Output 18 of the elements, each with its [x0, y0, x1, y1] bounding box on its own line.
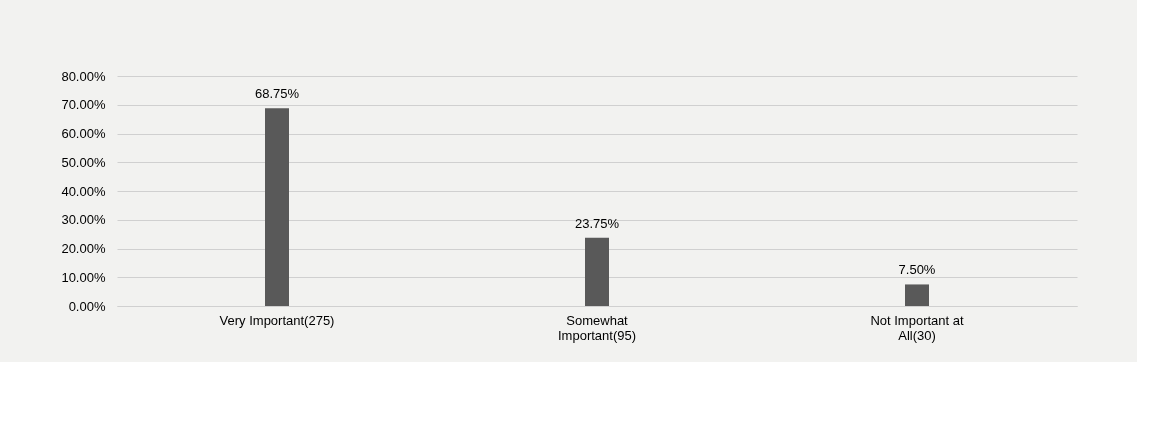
- y-tick-label: 10.00%: [61, 269, 106, 285]
- bar: [265, 108, 289, 306]
- y-tick-label: 30.00%: [61, 212, 106, 228]
- y-tick-label: 50.00%: [61, 154, 106, 170]
- y-tick-label: 80.00%: [61, 68, 106, 84]
- y-tick-label: 20.00%: [61, 241, 106, 256]
- data-label: 23.75%: [574, 215, 620, 231]
- data-label: 7.50%: [898, 262, 936, 278]
- x-tick-label: Very Important(275): [219, 312, 335, 328]
- bar: [585, 237, 609, 306]
- x-tick-label: Not Important at All(30): [870, 312, 964, 343]
- bar: [905, 284, 929, 306]
- y-tick-label: 60.00%: [61, 126, 106, 141]
- x-tick-label: Somewhat Important(95): [557, 312, 637, 343]
- y-tick-label: 0.00%: [68, 298, 106, 314]
- y-tick-label: 70.00%: [61, 97, 106, 113]
- data-label: 68.75%: [254, 86, 300, 102]
- y-tick-label: 40.00%: [61, 183, 106, 199]
